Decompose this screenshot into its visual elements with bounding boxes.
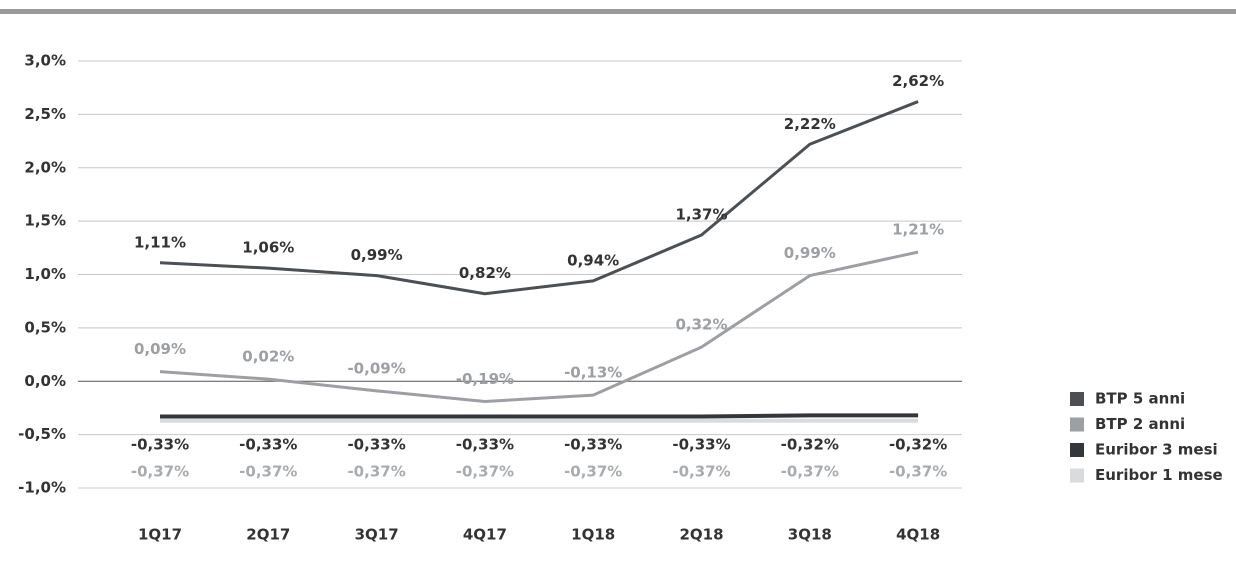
legend-label: BTP 2 anni xyxy=(1095,415,1185,433)
data-label: 0,99% xyxy=(351,246,403,264)
x-tick-label: 1Q17 xyxy=(138,526,182,544)
line xyxy=(160,413,919,419)
x-tick-label: 2Q18 xyxy=(679,526,723,544)
x-tick-label: 1Q18 xyxy=(571,526,615,544)
data-label: -0,32% xyxy=(781,436,839,454)
data-label: 0,09% xyxy=(134,340,186,358)
legend-swatch xyxy=(1070,417,1084,432)
legend-swatch xyxy=(1070,468,1084,483)
data-label: 0,94% xyxy=(567,251,619,269)
data-label: -0,33% xyxy=(239,436,297,454)
data-label: 0,32% xyxy=(675,316,727,334)
x-tick-label: 2Q17 xyxy=(246,526,290,544)
line xyxy=(159,250,919,404)
data-label: 1,06% xyxy=(242,239,294,257)
y-tick-label: 2,0% xyxy=(24,158,66,176)
data-label: -0,37% xyxy=(672,463,730,481)
y-tick-label: -1,0% xyxy=(18,479,66,497)
x-tick-label: 4Q18 xyxy=(896,526,940,544)
data-label: -0,19% xyxy=(456,370,514,388)
y-tick-label: 2,5% xyxy=(24,105,66,123)
data-label: 1,21% xyxy=(892,221,944,239)
data-label: 2,62% xyxy=(892,72,944,90)
legend-label: Euribor 3 mesi xyxy=(1095,441,1218,459)
data-label: 1,11% xyxy=(134,233,186,251)
y-tick-label: 0,0% xyxy=(24,372,66,390)
top-bar xyxy=(0,9,1236,14)
y-tick-label: 1,0% xyxy=(24,265,66,283)
data-label: 0,82% xyxy=(459,264,511,282)
data-label: -0,37% xyxy=(239,463,297,481)
data-label: -0,37% xyxy=(131,463,189,481)
x-tick-label: 3Q18 xyxy=(788,526,832,544)
x-tick-label: 4Q17 xyxy=(463,526,507,544)
data-label: -0,37% xyxy=(564,463,622,481)
data-label: 0,02% xyxy=(242,348,294,366)
data-label: -0,33% xyxy=(672,436,730,454)
data-label: -0,37% xyxy=(347,463,405,481)
legend-label: Euribor 1 mese xyxy=(1095,466,1223,484)
data-label: -0,32% xyxy=(889,436,947,454)
data-label: 0,99% xyxy=(784,244,836,262)
data-label: -0,13% xyxy=(564,364,622,382)
data-label: -0,37% xyxy=(889,463,947,481)
data-label: 1,37% xyxy=(675,206,727,224)
data-label: -0,37% xyxy=(781,463,839,481)
data-label: -0,33% xyxy=(456,436,514,454)
data-label: 2,22% xyxy=(784,115,836,133)
x-tick-label: 3Q17 xyxy=(355,526,399,544)
legend-swatch xyxy=(1070,392,1084,406)
y-tick-label: 1,5% xyxy=(24,212,66,230)
legend-swatch xyxy=(1070,443,1084,457)
y-tick-label: 3,0% xyxy=(24,52,66,70)
legend-label: BTP 5 anni xyxy=(1095,390,1185,408)
data-label: -0,37% xyxy=(456,463,514,481)
y-tick-label: 0,5% xyxy=(24,318,66,336)
data-label: -0,33% xyxy=(131,436,189,454)
line xyxy=(159,100,919,296)
data-label: -0,33% xyxy=(347,436,405,454)
data-label: -0,33% xyxy=(564,436,622,454)
data-label: -0,09% xyxy=(347,359,405,377)
y-tick-label: -0,5% xyxy=(18,425,66,443)
